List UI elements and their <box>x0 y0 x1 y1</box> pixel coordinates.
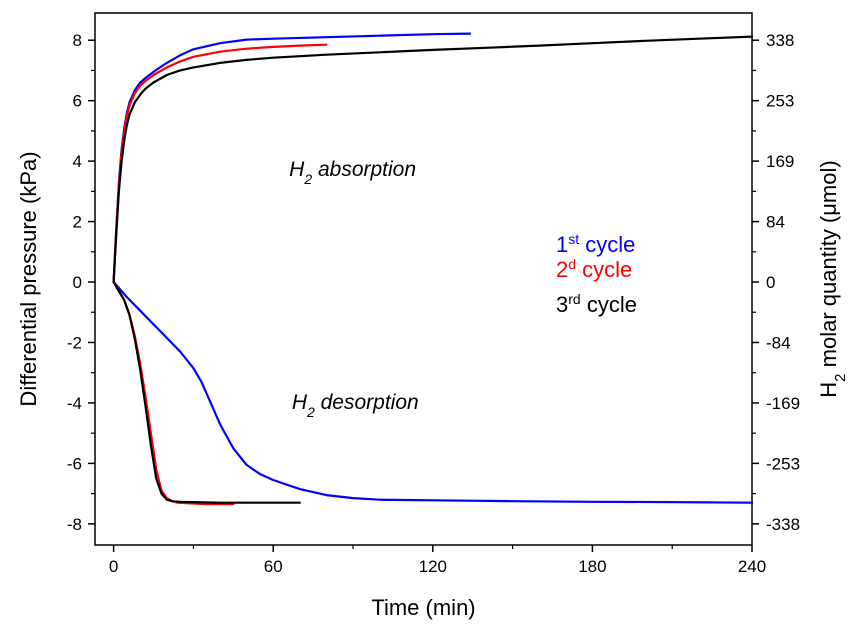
y2-tick-label-338: 338 <box>766 31 794 50</box>
y2-tick-label--169: -169 <box>766 394 800 413</box>
y-tick-label-4: 4 <box>73 152 82 171</box>
y2-axis-title: H2 molar quantity (μmol) <box>816 160 849 397</box>
y-tick-label--2: -2 <box>67 333 82 352</box>
annotation-desorption: H2 desorption <box>292 391 419 420</box>
legend-entry-2d-cycle: 2d cycle <box>556 256 632 282</box>
legend-entry-1st-cycle: 1st cycle <box>556 231 635 257</box>
y2-tick-label-253: 253 <box>766 92 794 111</box>
y-tick-label-8: 8 <box>73 31 82 50</box>
plot-frame <box>94 12 753 546</box>
series-line-absorption-2 <box>112 35 754 284</box>
y2-axis-title-rest: molar quantity (μmol) <box>816 160 841 373</box>
y-tick-label-6: 6 <box>73 92 82 111</box>
y-axis-title: Differential pressure (kPa) <box>16 151 41 406</box>
series-line-desorption-3 <box>112 280 754 504</box>
y2-tick-label-169: 169 <box>766 152 794 171</box>
x-tick-label-180: 180 <box>578 557 606 576</box>
y2-tick-label-84: 84 <box>766 213 785 232</box>
legend-entry-3rd-cycle: 3rd cycle <box>556 291 637 317</box>
annotation-layer: H2 absorption H2 desorption <box>289 158 419 420</box>
annotation-absorption: H2 absorption <box>289 158 416 187</box>
y2-tick-label--253: -253 <box>766 454 800 473</box>
y-tick-label-2: 2 <box>73 213 82 232</box>
y-tick-label-0: 0 <box>73 273 82 292</box>
y2-tick-label--84: -84 <box>766 333 791 352</box>
y2-tick-label-0: 0 <box>766 273 775 292</box>
y-tick-label--6: -6 <box>67 454 82 473</box>
y2-axis-title-sub: 2 <box>832 373 849 381</box>
series-layer <box>112 32 754 506</box>
series-line-desorption-5 <box>112 280 301 504</box>
legend: 1st cycle 2d cycle 3rd cycle <box>556 231 637 317</box>
y-tick-label--8: -8 <box>67 515 82 534</box>
series-line-desorption-4 <box>112 280 235 506</box>
y-tick-label--4: -4 <box>67 394 82 413</box>
series-line-absorption-1 <box>112 43 328 284</box>
y2-tick-label--338: -338 <box>766 515 800 534</box>
x-tick-label-0: 0 <box>109 557 118 576</box>
x-tick-label-240: 240 <box>738 557 766 576</box>
x-axis-title: Time (min) <box>371 595 475 620</box>
x-tick-label-120: 120 <box>419 557 447 576</box>
y2-axis-title-base: H <box>816 382 841 398</box>
x-tick-label-60: 60 <box>264 557 283 576</box>
ticks-layer: 0 60 120 180 240 -8 -6 -4 -2 0 2 4 6 8 338 253 169 84 0 -84… <box>67 31 800 576</box>
